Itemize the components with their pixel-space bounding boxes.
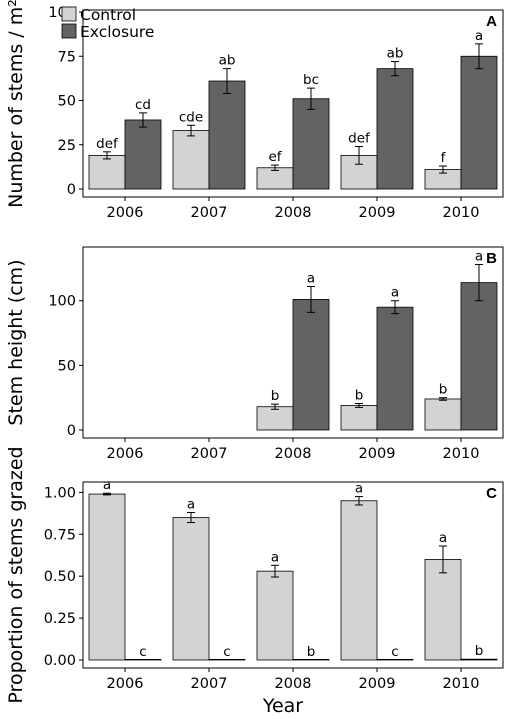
y-tick-label: 50	[58, 358, 76, 374]
x-tick-label: 2007	[191, 205, 228, 221]
legend-swatch-control	[61, 6, 77, 22]
significance-label: b	[475, 643, 484, 659]
bar-control	[172, 130, 210, 190]
legend: Control Exclosure	[61, 6, 154, 41]
bar-control	[172, 517, 210, 661]
y-axis-title: Proportion of stems grazed	[5, 446, 27, 703]
y-tick-label: 1.00	[44, 485, 76, 501]
x-tick-label: 2006	[107, 676, 144, 692]
legend-swatch-exclosure	[61, 23, 77, 39]
significance-label: f	[441, 150, 447, 166]
bar-exclosure	[208, 659, 246, 661]
panel-letter: A	[486, 13, 497, 30]
bar-control	[424, 398, 462, 431]
bar-exclosure	[376, 68, 414, 190]
bar-control	[256, 406, 294, 431]
significance-label: c	[139, 644, 146, 660]
x-tick-label: 2009	[359, 205, 396, 221]
bar-exclosure	[460, 658, 498, 661]
legend-label-exclosure: Exclosure	[80, 23, 154, 41]
bar-control	[424, 559, 462, 661]
x-tick-label: 2007	[191, 446, 228, 462]
legend-label-control: Control	[80, 6, 136, 24]
significance-label: a	[475, 28, 483, 44]
y-tick-label: 25	[58, 138, 76, 154]
significance-label: a	[439, 530, 447, 546]
significance-label: ab	[387, 46, 404, 62]
x-tick-label: 2006	[107, 205, 144, 221]
significance-label: a	[271, 549, 279, 565]
significance-label: a	[103, 477, 111, 493]
bar-exclosure	[124, 659, 162, 661]
significance-label: cd	[135, 97, 151, 113]
x-tick-label: 2007	[191, 676, 228, 692]
bar-control	[88, 493, 126, 661]
bar-exclosure	[292, 299, 330, 431]
bar-exclosure	[376, 659, 414, 661]
significance-label: a	[391, 285, 399, 301]
x-tick-label: 2009	[359, 446, 396, 462]
significance-label: b	[355, 387, 364, 403]
panels: 0 25 50 75 100 Number of stems / m² A 2006 2007 2…	[5, 0, 504, 704]
bar-control	[88, 154, 126, 190]
x-tick-label: 2008	[275, 446, 312, 462]
x-tick-label: 2010	[443, 446, 480, 462]
bar-exclosure	[460, 55, 498, 190]
x-tick-label: 2006	[107, 446, 144, 462]
bar-exclosure	[124, 119, 162, 190]
significance-label: a	[475, 249, 483, 265]
significance-label: ab	[219, 53, 236, 69]
y-tick-label: 50	[58, 94, 76, 110]
significance-label: c	[223, 644, 230, 660]
significance-label: a	[307, 270, 315, 286]
x-tick-label: 2010	[443, 205, 480, 221]
x-tick-label: 2008	[275, 205, 312, 221]
x-axis-title: Year	[262, 695, 303, 717]
x-tick-label: 2009	[359, 676, 396, 692]
significance-label: def	[348, 131, 371, 147]
significance-label: a	[355, 481, 363, 497]
significance-label: b	[271, 388, 280, 404]
panel-letter: C	[486, 485, 497, 502]
significance-label: def	[96, 136, 119, 152]
panel-b: 0 50 100 Stem height (cm) B 2006 2007 2008 2009 2…	[5, 246, 504, 462]
bar-control	[340, 500, 378, 661]
bar-exclosure	[292, 98, 330, 190]
x-tick-label: 2008	[275, 676, 312, 692]
significance-label: a	[187, 496, 195, 512]
significance-label: b	[307, 644, 316, 660]
y-tick-label: 0.00	[44, 653, 76, 669]
y-tick-label: 75	[58, 49, 76, 65]
y-tick-label: 0.50	[44, 569, 76, 585]
y-tick-label: 0.25	[44, 611, 76, 627]
significance-label: c	[391, 644, 398, 660]
bar-control	[256, 570, 294, 661]
x-tick-label: 2010	[443, 676, 480, 692]
bar-control	[256, 167, 294, 190]
y-tick-label: 0	[67, 182, 76, 198]
significance-label: bc	[303, 72, 319, 88]
bar-exclosure	[460, 282, 498, 431]
y-tick-label: 100	[48, 294, 76, 310]
y-axis-title: Number of stems / m²	[5, 0, 27, 208]
bar-control	[340, 405, 378, 431]
bar-exclosure	[292, 659, 330, 661]
significance-label: cde	[179, 109, 203, 125]
y-axis-title: Stem height (cm)	[5, 259, 27, 425]
significance-label: ef	[268, 149, 282, 165]
y-tick-label: 0.75	[44, 527, 76, 543]
bar-exclosure	[376, 306, 414, 431]
significance-label: b	[439, 382, 448, 398]
y-tick-label: 0	[67, 423, 76, 439]
panel-letter: B	[486, 250, 497, 267]
bar-exclosure	[208, 80, 246, 190]
panel-c: 0.00 0.25 0.50 0.75 1.00 Proportion of stems …	[5, 446, 504, 704]
